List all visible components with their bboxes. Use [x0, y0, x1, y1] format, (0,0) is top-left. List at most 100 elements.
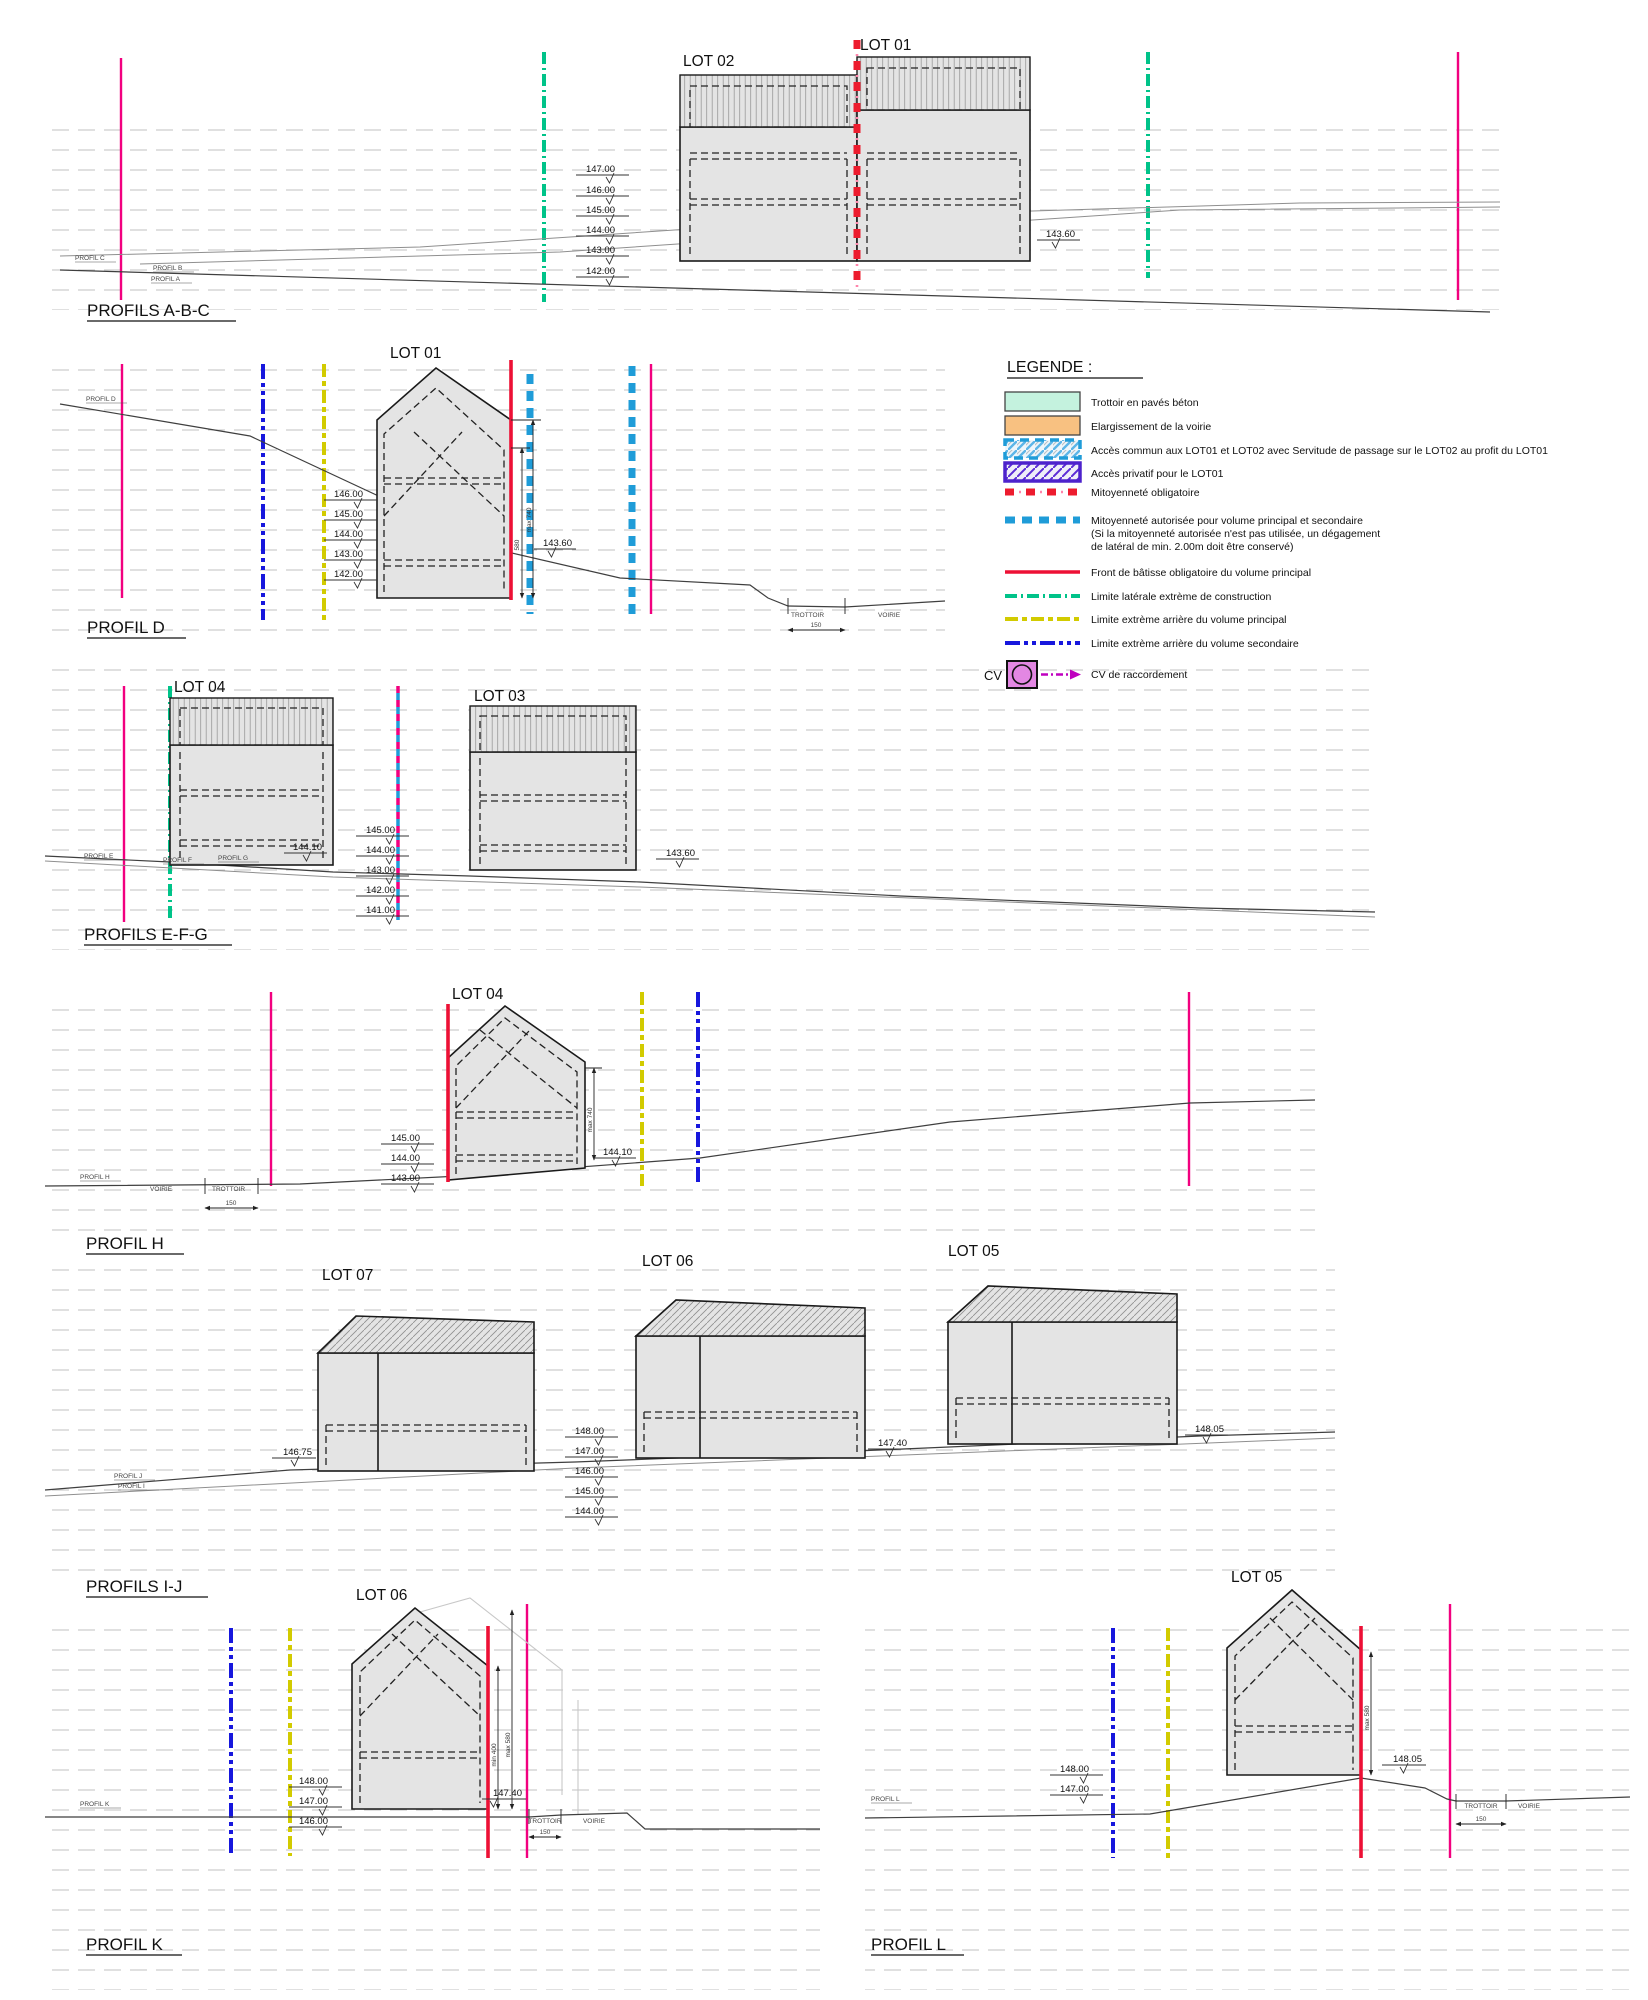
legend-note: de latéral de min. 2.00m doit être conse…: [1091, 541, 1294, 553]
terrain-label-c: PROFIL C: [75, 255, 116, 263]
acces-commun-swatch: [1003, 438, 1082, 460]
elevation-marker: 144.00: [324, 529, 377, 549]
terrain-label-k: PROFIL K: [80, 1801, 121, 1809]
legend-item-acces-commun: Accès commun aux LOT01 et LOT02 avec Ser…: [1003, 438, 1548, 460]
house-lot05-ij: [945, 1285, 1178, 1445]
dim-label: max 740: [587, 1107, 594, 1132]
svg-text:PROFIL D: PROFIL D: [87, 618, 165, 637]
elevation-label: 144.00: [334, 529, 363, 540]
legend-label: Mitoyenneté obligatoire: [1091, 487, 1200, 499]
profile-ij: LOT 07 LOT 06 LOT 05 148.00 147.00 146.0…: [44, 1243, 1336, 1598]
lot07-label: LOT 07: [322, 1267, 373, 1284]
acces-privatif-swatch: [1003, 461, 1082, 483]
svg-text:VOIRIE: VOIRIE: [878, 612, 901, 619]
svg-text:PROFIL F: PROFIL F: [163, 857, 192, 864]
profile-efg: LOT 04 LOT 03 144.10 145.00 144.00 143.0…: [44, 655, 1376, 950]
spot-label: 146.75: [283, 1447, 312, 1458]
spot-elevation: 148.05: [1185, 1424, 1228, 1444]
house-lot05-l: [1226, 1588, 1362, 1776]
elevation-marker: 145.00: [576, 205, 629, 225]
legend: LEGENDE : Trottoir en pavés béton Elargi…: [984, 359, 1548, 689]
elevation-marker: 142.00: [356, 885, 409, 905]
svg-text:LEGENDE :: LEGENDE :: [1007, 359, 1092, 376]
section-title-l: PROFIL L: [871, 1935, 964, 1956]
legend-label: Accès commun aux LOT01 et LOT02 avec Ser…: [1091, 445, 1548, 457]
spot-label: 143.60: [666, 848, 695, 859]
lot04-label-efg: LOT 04: [174, 679, 226, 696]
elevation-marker: 145.00: [565, 1486, 618, 1506]
terrain-label-d: PROFIL D: [86, 396, 127, 404]
elevation-marker: 143.00: [576, 245, 629, 265]
elevation-marker: 146.00: [289, 1816, 342, 1836]
elevation-label: 148.00: [1060, 1764, 1089, 1775]
section-title-h: PROFIL H: [86, 1234, 184, 1255]
spot-elevation: 144.10: [594, 1147, 636, 1167]
height-dimensions-k: min 400 max 580: [491, 1609, 515, 1810]
terrain-label-h: PROFIL H: [80, 1174, 121, 1182]
svg-text:TROTTOIR: TROTTOIR: [528, 1818, 561, 1825]
elevation-marker: 147.00: [576, 164, 629, 184]
elevation-marker: 147.00: [289, 1796, 342, 1816]
section-title-ij: PROFILS I-J: [86, 1577, 208, 1598]
svg-text:PROFIL E: PROFIL E: [84, 853, 114, 860]
elevation-label: 142.00: [366, 885, 395, 896]
svg-text:PROFILS I-J: PROFILS I-J: [86, 1577, 182, 1596]
legend-item-trottoir: Trottoir en pavés béton: [1004, 391, 1199, 412]
house-lot07-ij: [316, 1315, 535, 1472]
spot-label: 143.60: [543, 538, 572, 549]
spot-elevation: 148.05: [1382, 1754, 1426, 1774]
elevation-label: 143.00: [586, 245, 615, 256]
trottoir-swatch: [1004, 391, 1081, 412]
cv-label: CV: [984, 668, 1002, 683]
elevation-label: 144.00: [586, 225, 615, 236]
elevation-marker: 144.00: [565, 1506, 618, 1526]
svg-text:PROFIL L: PROFIL L: [871, 1796, 900, 1803]
legend-note: (Si la mitoyenneté autorisée n'est pas u…: [1091, 528, 1380, 540]
svg-text:TROTTOIR: TROTTOIR: [212, 1186, 245, 1193]
elevation-marker: 143.00: [324, 549, 377, 569]
elevation-label: 147.00: [575, 1446, 604, 1457]
section-title-k: PROFIL K: [86, 1935, 182, 1956]
elevation-label: 146.00: [334, 489, 363, 500]
legend-label: Limite extrème arrière du volume seconda…: [1091, 638, 1299, 650]
elevation-label: 148.00: [299, 1776, 328, 1787]
profile-k: min 400 max 580 LOT 06 148.00 147.00 146…: [45, 1587, 820, 1990]
spot-elevation: 147.40: [482, 1788, 526, 1808]
legend-item-front-batisse: Front de bâtisse obligatoire du volume p…: [1005, 567, 1311, 579]
spot-elevation: 144.10: [284, 842, 327, 862]
elevation-marker: 148.00: [1050, 1764, 1103, 1784]
elevation-marker: 146.00: [565, 1466, 618, 1486]
gridlines-h: [45, 995, 1315, 1240]
legend-label: Trottoir en pavés béton: [1091, 397, 1199, 409]
cv-circle-icon: [1011, 664, 1033, 685]
legend-label: Accès privatif pour le LOT01: [1091, 468, 1224, 480]
elevation-marker: 144.00: [356, 845, 409, 865]
building-lot02: [679, 74, 858, 262]
spot-elevation: 143.60: [656, 848, 699, 868]
elevation-label: 143.00: [366, 865, 395, 876]
house-lot01-d: [376, 366, 512, 599]
dim-label: max 580: [1364, 1705, 1371, 1730]
profile-abc: LOT 02 LOT 01 147.00 146.00 145.00 144.0…: [45, 37, 1505, 322]
profile-h: max 740 LOT 04 145.00 144.00 143.00 144.…: [44, 986, 1316, 1255]
elevation-label: 142.00: [334, 569, 363, 580]
elevation-marker: 144.00: [381, 1153, 434, 1173]
road-labels-h: VOIRIE TROTTOIR 150: [150, 1186, 259, 1211]
spot-label: 148.05: [1393, 1754, 1422, 1765]
elevation-label: 146.00: [299, 1816, 328, 1827]
spot-label: 147.40: [493, 1788, 522, 1799]
svg-text:TROTTOIR: TROTTOIR: [791, 612, 824, 619]
spot-label: 143.60: [1046, 229, 1075, 240]
legend-item-limite-laterale: Limite latérale extrème de construction: [1005, 591, 1271, 603]
elevation-label: 143.00: [391, 1173, 420, 1184]
terrain-label-l: PROFIL L: [871, 1796, 912, 1804]
elevation-marker: 142.00: [324, 569, 377, 589]
svg-text:PROFILS E-F-G: PROFILS E-F-G: [84, 925, 208, 944]
elevation-label: 147.00: [586, 164, 615, 175]
elevation-marker: 148.00: [289, 1776, 342, 1796]
terrain-label-i: PROFIL I: [118, 1483, 159, 1491]
spot-label: 144.10: [293, 842, 322, 853]
spot-elevation: 143.60: [1037, 229, 1080, 249]
svg-text:PROFIL J: PROFIL J: [114, 1473, 142, 1480]
svg-text:PROFIL I: PROFIL I: [118, 1483, 145, 1490]
